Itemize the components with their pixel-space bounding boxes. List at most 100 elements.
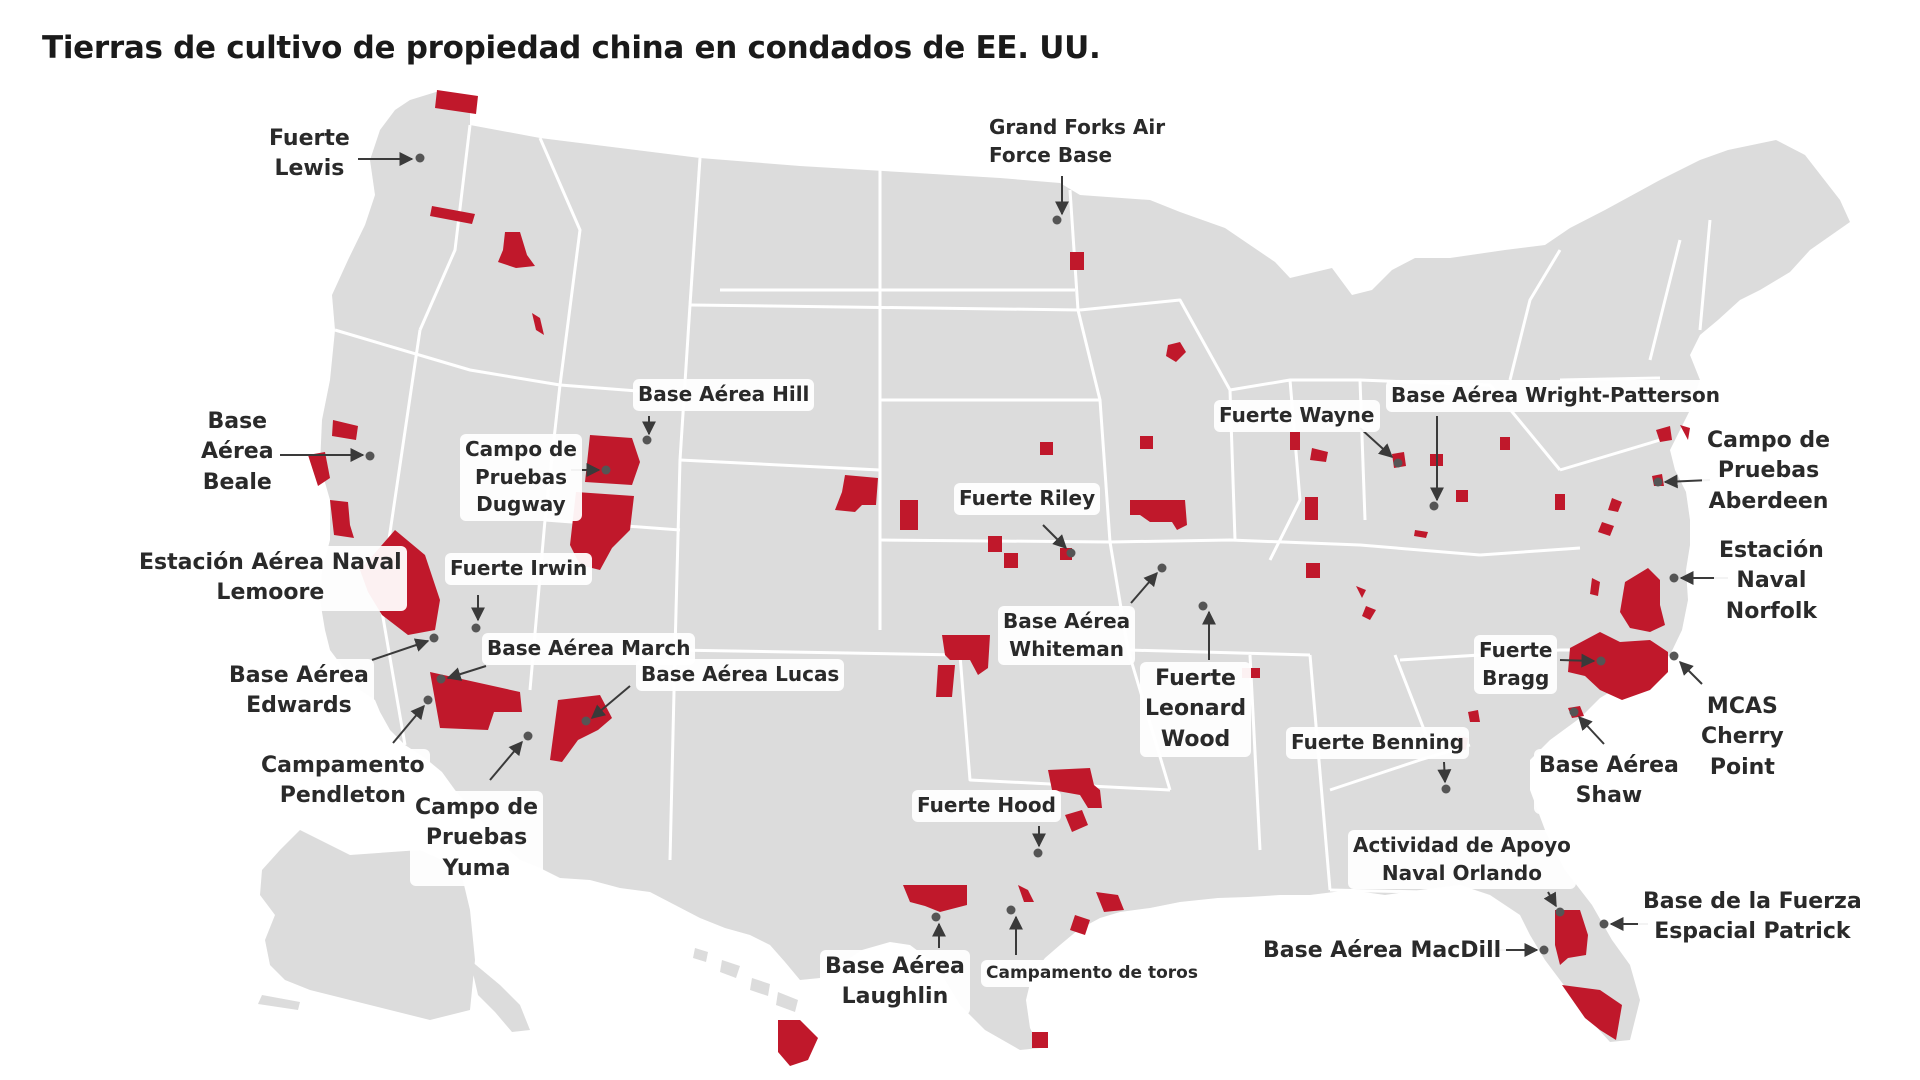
label-hill: Base Aérea Hill [633, 379, 815, 411]
county-oh-central [1456, 490, 1468, 502]
county-or-east [532, 313, 544, 335]
county-ca-bay [330, 500, 354, 538]
gray-dot-icon [1033, 848, 1043, 858]
county-pa-1 [1555, 494, 1565, 510]
county-ut-central [570, 492, 634, 570]
gray-dot-icon [1669, 651, 1679, 661]
gray-dot-icon [1198, 601, 1208, 611]
label-luke: Base Aérea Lucas [636, 659, 845, 691]
gray-dot-icon [1539, 945, 1549, 955]
label-fuerte-lewis: Fuerte Lewis [264, 122, 355, 187]
gray-dot-icon [471, 623, 481, 633]
county-ok-1 [942, 635, 990, 675]
gray-dot-icon [1157, 563, 1167, 573]
label-edwards: Base Aérea Edwards [224, 659, 374, 724]
label-orlando: Actividad de Apoyo Naval Orlando [1348, 830, 1576, 890]
county-tx-south [1032, 1032, 1048, 1048]
county-va-south [1590, 578, 1600, 596]
label-benning: Fuerte Benning [1286, 727, 1470, 759]
gray-dot-icon [1555, 907, 1565, 917]
hawaii-island-3 [750, 978, 770, 996]
gray-dot-icon [523, 731, 533, 741]
gray-dot-icon [601, 465, 611, 475]
arrow-icon [1679, 661, 1703, 685]
county-ks-1 [988, 536, 1002, 552]
county-nc-east [1568, 632, 1668, 700]
county-fl-central [1555, 910, 1588, 965]
county-mo-north [1130, 500, 1187, 530]
county-in-north-2 [1310, 448, 1328, 462]
gray-dot-icon [1596, 656, 1606, 666]
county-ca-south [430, 672, 522, 730]
arrow-icon [489, 740, 523, 781]
arrow-icon [1359, 427, 1394, 458]
county-tx-dfw [1048, 768, 1102, 808]
hawaii-island-2 [720, 960, 740, 978]
county-tx-gulf [1070, 915, 1090, 935]
label-riley: Fuerte Riley [954, 483, 1101, 515]
county-va-tidewater [1620, 568, 1665, 632]
label-bragg: Fuerte Bragg [1474, 635, 1558, 695]
map-title: Tierras de cultivo de propiedad china en… [42, 30, 1101, 66]
arrow-icon [446, 665, 487, 681]
gray-dot-icon [931, 912, 941, 922]
label-macdill: Base Aérea MacDill [1258, 934, 1507, 969]
label-shaw: Base Aérea Shaw [1534, 749, 1684, 814]
arrow-icon [371, 638, 430, 661]
arrow-icon [1559, 653, 1596, 668]
arrow-icon [392, 704, 425, 744]
county-ne-1 [1040, 442, 1053, 455]
county-co-1 [835, 475, 878, 512]
county-va-central [1598, 522, 1614, 536]
county-va-north [1608, 498, 1622, 512]
county-ks-2 [1004, 553, 1018, 568]
label-beale: Base Aérea Beale [196, 405, 279, 501]
arrow-icon [590, 685, 631, 719]
county-fl-south [1562, 985, 1622, 1040]
gray-dot-icon [1429, 501, 1439, 511]
alaska-panhandle [470, 960, 530, 1032]
label-yuma: Campo de Pruebas Yuma [410, 791, 544, 887]
county-ga-north [1468, 710, 1480, 722]
label-grand-forks: Grand Forks Air Force Base [984, 112, 1171, 172]
site-markers [365, 153, 1679, 955]
county-nd-east [1070, 252, 1084, 270]
gray-dot-icon [436, 674, 446, 684]
label-aberdeen: Campo de Pruebas Aberdeen [1702, 424, 1836, 520]
label-laughlin: Base Aérea Laughlin [820, 950, 970, 1015]
gray-dot-icon [1669, 573, 1679, 583]
gray-dot-icon [423, 695, 433, 705]
county-wa-east [498, 232, 535, 268]
county-ky-west [1356, 586, 1366, 598]
aleutian-islands [258, 995, 300, 1010]
hawaii-island-1 [693, 948, 708, 962]
county-tx-san-antonio [1018, 885, 1034, 902]
county-ky-north [1414, 530, 1428, 538]
county-in-central [1305, 497, 1318, 520]
gray-dot-icon [429, 633, 439, 643]
gray-dot-icon [415, 153, 425, 163]
label-norfolk: Estación Naval Norfolk [1714, 534, 1829, 630]
gray-dot-icon [1052, 215, 1062, 225]
label-wright-patterson: Base Aérea Wright-Patterson [1386, 380, 1725, 412]
gray-dot-icon [581, 716, 591, 726]
county-ia-1 [1140, 436, 1153, 449]
label-dugway: Campo de Pruebas Dugway [460, 434, 582, 521]
gray-dot-icon [365, 451, 375, 461]
county-oh-east [1500, 437, 1510, 450]
label-wayne: Fuerte Wayne [1214, 400, 1380, 432]
label-bull-camp: Campamento de toros [981, 960, 1203, 988]
gray-dot-icon [642, 435, 652, 445]
county-ca-north [332, 420, 358, 440]
county-tx-sw [903, 885, 967, 912]
gray-dot-icon [1653, 477, 1663, 487]
label-irwin: Fuerte Irwin [445, 553, 593, 585]
county-wa-central [430, 206, 475, 224]
state-borders [334, 124, 1712, 895]
county-co-2 [900, 500, 918, 530]
arrow-icon [1042, 524, 1067, 549]
county-hawaii-big-island [778, 1020, 818, 1066]
hawaii-island-4 [776, 992, 798, 1012]
label-lemoore: Estación Aérea Naval Lemoore [134, 546, 407, 611]
